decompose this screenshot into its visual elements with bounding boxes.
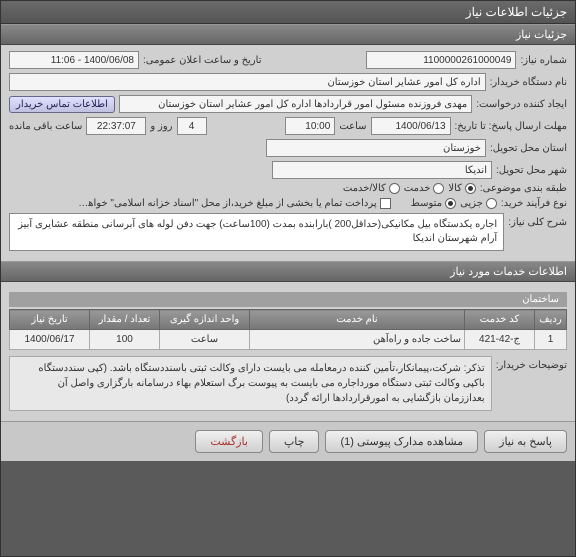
print-button[interactable]: چاپ: [269, 430, 320, 453]
radio-kala-service-label: کالا/خدمت: [343, 183, 386, 194]
buyer-notes-box: تذکر: شرکت،پیمانکار،تأمین کننده درمعامله…: [9, 356, 492, 411]
payment-label: پرداخت تمام یا بخشی از مبلغ خرید،از محل …: [77, 198, 377, 209]
need-number-label: شماره نیاز:: [520, 55, 567, 66]
days-remaining-field: [177, 117, 207, 135]
attachments-button[interactable]: مشاهده مدارک پیوستی (1): [325, 430, 478, 453]
section-details-label: جزئیات نیاز: [516, 29, 567, 41]
need-number-field: [366, 51, 516, 69]
window: جزئیات اطلاعات نیاز جزئیات نیاز شماره نی…: [0, 0, 576, 557]
cell-unit: ساعت: [160, 330, 250, 350]
radio-medium[interactable]: متوسط: [411, 198, 456, 209]
sub-label-construction: ساختمان: [9, 292, 567, 307]
remaining-label: ساعت باقی مانده: [9, 121, 82, 132]
radio-service-label: خدمت: [404, 183, 431, 194]
province-label: استان محل تحویل:: [490, 143, 567, 154]
th-name: نام خدمت: [250, 310, 465, 330]
th-row: ردیف: [535, 310, 567, 330]
time-label-1: ساعت: [339, 121, 366, 132]
general-desc-box: اجاره یکدستگاه بیل مکانیکی(حداقل200 )بار…: [9, 213, 504, 251]
deadline-date-field: [371, 117, 451, 135]
details-form: شماره نیاز: تاریخ و ساعت اعلان عمومی: نا…: [1, 45, 575, 261]
radio-kala[interactable]: کالا: [448, 183, 476, 194]
window-title-bar: جزئیات اطلاعات نیاز: [1, 1, 575, 24]
subject-group-label: طبقه بندی موضوعی:: [480, 183, 567, 194]
respond-button[interactable]: پاسخ به نیاز: [484, 430, 567, 453]
radio-kala-icon: [465, 183, 476, 194]
deadline-time-field: [285, 117, 335, 135]
contact-buyer-button[interactable]: اطلاعات تماس خریدار: [9, 96, 115, 113]
requester-field: [119, 95, 472, 113]
city-field: [272, 161, 492, 179]
radio-minor-icon: [486, 198, 497, 209]
radio-service[interactable]: خدمت: [404, 183, 445, 194]
radio-kala-label: کالا: [448, 183, 462, 194]
buy-type-label: نوع فرآیند خرید:: [501, 198, 567, 209]
radio-medium-label: متوسط: [411, 198, 442, 209]
requester-label: ایجاد کننده درخواست:: [476, 99, 567, 110]
cell-qty: 100: [90, 330, 160, 350]
back-button[interactable]: بازگشت: [195, 430, 263, 453]
announce-label: تاریخ و ساعت اعلان عمومی:: [143, 55, 262, 66]
th-qty: تعداد / مقدار: [90, 310, 160, 330]
th-date: تاریخ نیاز: [10, 310, 90, 330]
time-remaining-field: [86, 117, 146, 135]
footer-buttons: پاسخ به نیاز مشاهده مدارک پیوستی (1) چاپ…: [1, 421, 575, 461]
radio-service-icon: [433, 183, 444, 194]
section-header-services: اطلاعات خدمات مورد نیاز: [1, 261, 575, 282]
announce-field: [9, 51, 139, 69]
services-area: ساختمان ردیف کد خدمت نام خدمت واحد انداز…: [1, 282, 575, 421]
table-row[interactable]: 1 ج-42-421 ساخت جاده و راه‌آهن ساعت 100 …: [10, 330, 567, 350]
radio-minor-label: جزیی: [460, 198, 483, 209]
radio-kala-service[interactable]: کالا/خدمت: [343, 183, 400, 194]
radio-minor[interactable]: جزیی: [460, 198, 497, 209]
cell-name: ساخت جاده و راه‌آهن: [250, 330, 465, 350]
province-field: [266, 139, 486, 157]
deadline-label: مهلت ارسال پاسخ: تا تاریخ:: [455, 121, 567, 132]
cell-date: 1400/06/17: [10, 330, 90, 350]
day-label: روز و: [150, 121, 172, 132]
city-label: شهر محل تحویل:: [496, 165, 567, 176]
buyer-notes-label: توضیحات خریدار:: [496, 356, 567, 371]
radio-medium-icon: [445, 198, 456, 209]
buyer-field: [9, 73, 486, 91]
th-code: کد خدمت: [465, 310, 535, 330]
services-table: ردیف کد خدمت نام خدمت واحد اندازه گیری ت…: [9, 309, 567, 350]
th-unit: واحد اندازه گیری: [160, 310, 250, 330]
section-header-details: جزئیات نیاز: [1, 24, 575, 45]
section-services-label: اطلاعات خدمات مورد نیاز: [450, 266, 567, 278]
cell-code: ج-42-421: [465, 330, 535, 350]
window-title: جزئیات اطلاعات نیاز: [466, 5, 567, 19]
checkbox-payment-icon: [380, 198, 391, 209]
table-header-row: ردیف کد خدمت نام خدمت واحد اندازه گیری ت…: [10, 310, 567, 330]
cell-rownum: 1: [535, 330, 567, 350]
general-desc-label: شرح کلی نیاز:: [508, 213, 567, 228]
radio-kala-service-icon: [389, 183, 400, 194]
checkbox-payment[interactable]: پرداخت تمام یا بخشی از مبلغ خرید،از محل …: [77, 198, 391, 209]
buyer-label: نام دستگاه خریدار:: [490, 77, 567, 88]
